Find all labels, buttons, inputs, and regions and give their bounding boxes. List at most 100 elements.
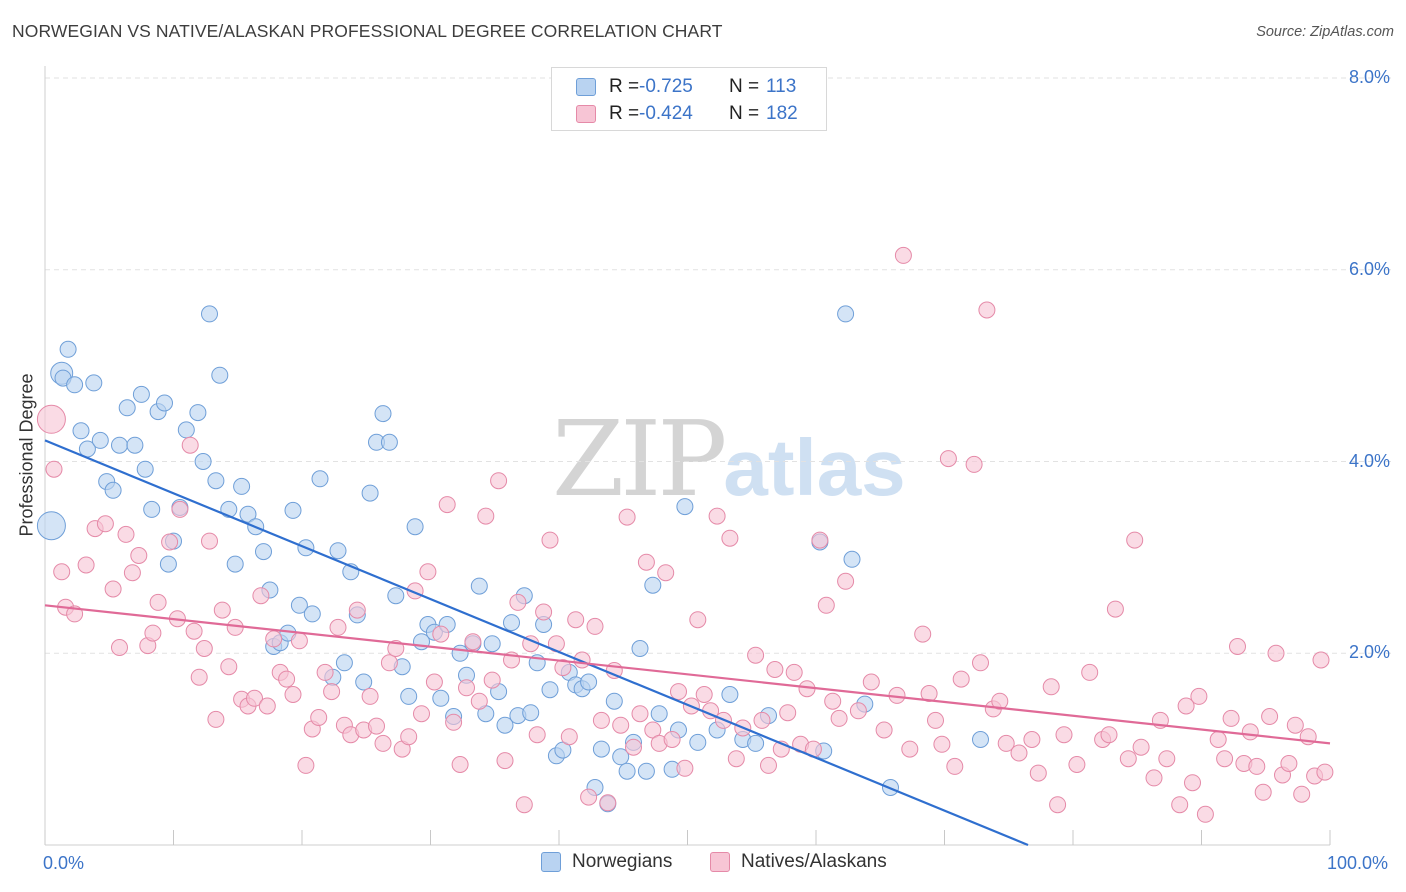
point-native-alaskan [631, 705, 649, 723]
point-native-alaskan [130, 547, 148, 564]
point-native-alaskan [1145, 769, 1163, 787]
point-norwegian [59, 340, 77, 358]
legend-r-label: R = [609, 103, 640, 124]
point-norwegian [85, 374, 103, 392]
point-native-alaskan [817, 596, 835, 614]
point-native-alaskan [612, 716, 630, 734]
legend-item-norwegians[interactable]: Norwegians [541, 851, 672, 873]
point-native-alaskan [265, 630, 283, 648]
point-native-alaskan [1010, 744, 1028, 762]
point-native-alaskan [1184, 774, 1201, 792]
point-norwegian [239, 505, 257, 523]
series-natives-alaskans [36, 246, 1334, 823]
point-norwegian [400, 687, 418, 705]
point-native-alaskan [290, 632, 308, 650]
point-norwegian [503, 614, 520, 632]
point-native-alaskan [1177, 697, 1195, 715]
point-native-alaskan [96, 515, 114, 533]
legend-item-natives[interactable]: Natives/Alaskans [710, 851, 887, 873]
point-native-alaskan [541, 531, 559, 549]
point-norwegian [329, 542, 347, 560]
point-norwegian [189, 404, 207, 422]
point-native-alaskan [207, 710, 225, 728]
point-norwegian [355, 673, 373, 691]
point-norwegian [284, 501, 302, 519]
point-norwegian [36, 511, 66, 541]
point-native-alaskan [599, 794, 617, 812]
point-norwegian [335, 654, 353, 672]
point-native-alaskan [952, 670, 970, 688]
point-native-alaskan [637, 553, 655, 571]
point-norwegian [496, 716, 514, 734]
point-norwegian [483, 635, 501, 653]
point-native-alaskan [946, 757, 964, 775]
point-norwegian [91, 431, 109, 449]
point-native-alaskan [933, 735, 951, 753]
point-native-alaskan [901, 740, 919, 758]
point-native-alaskan [1316, 763, 1334, 781]
point-native-alaskan [708, 507, 726, 525]
point-native-alaskan [425, 673, 443, 691]
point-native-alaskan [470, 692, 488, 710]
point-norwegian [689, 733, 707, 751]
point-norwegian [143, 500, 161, 518]
point-norwegian [631, 640, 649, 657]
point-norwegian [226, 555, 244, 573]
point-norwegian [66, 376, 84, 394]
point-native-alaskan [181, 436, 199, 454]
point-norwegian [387, 587, 405, 605]
point-native-alaskan [419, 563, 437, 581]
point-native-alaskan [458, 679, 475, 697]
trend-line-norwegians [44, 439, 1029, 847]
point-native-alaskan [721, 529, 739, 547]
point-norwegian [194, 453, 212, 470]
point-native-alaskan [849, 702, 867, 720]
point-native-alaskan [53, 563, 71, 581]
point-native-alaskan [811, 531, 829, 549]
point-native-alaskan [1132, 738, 1150, 756]
y-tick-label: 6.0% [1349, 258, 1391, 279]
legend-label-norwegians: Norwegians [572, 851, 673, 872]
chart-title: NORWEGIAN VS NATIVE/ALASKAN PROFESSIONAL… [12, 21, 723, 41]
legend-n-label: N = [729, 76, 760, 97]
point-norwegian [605, 692, 623, 710]
point-norwegian [361, 484, 379, 502]
point-norwegian [211, 366, 229, 384]
point-norwegian [837, 305, 855, 323]
point-native-alaskan [1196, 805, 1214, 823]
point-native-alaskan [316, 663, 334, 681]
chart-source: Source: ZipAtlas.com [1256, 24, 1394, 40]
point-native-alaskan [689, 611, 707, 629]
point-norwegian [637, 762, 655, 780]
legend-r-value: -0.725 [639, 76, 693, 97]
point-norwegian [136, 460, 154, 478]
watermark: ZIPatlas [552, 398, 906, 520]
point-native-alaskan [413, 705, 430, 723]
point-norwegian [721, 686, 739, 703]
point-norwegian [592, 740, 610, 758]
point-native-alaskan [258, 697, 276, 715]
point-native-alaskan [1254, 783, 1272, 801]
point-native-alaskan [445, 713, 463, 731]
point-native-alaskan [149, 593, 167, 611]
point-native-alaskan [766, 661, 784, 678]
watermark-zip: ZIP [552, 398, 727, 520]
point-native-alaskan [567, 611, 585, 629]
point-native-alaskan [586, 617, 604, 635]
point-native-alaskan [246, 689, 263, 707]
point-native-alaskan [592, 711, 610, 729]
legend-n-label: N = [729, 103, 760, 124]
y-tick-label: 4.0% [1349, 450, 1391, 471]
point-norwegian [618, 762, 636, 780]
point-native-alaskan [997, 734, 1015, 752]
point-native-alaskan [1312, 651, 1330, 669]
point-norwegian [72, 422, 90, 440]
legend-n-value: 182 [766, 103, 798, 124]
point-native-alaskan [104, 580, 122, 598]
point-native-alaskan [914, 625, 932, 643]
point-native-alaskan [554, 659, 572, 677]
point-native-alaskan [171, 500, 189, 518]
point-native-alaskan [323, 683, 341, 701]
point-norwegian [522, 704, 540, 722]
point-native-alaskan [483, 671, 501, 689]
